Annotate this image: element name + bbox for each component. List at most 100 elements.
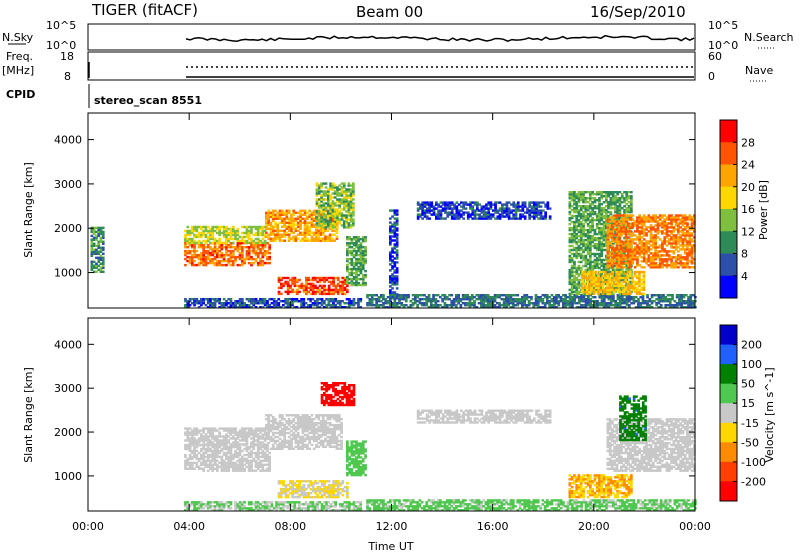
range-cell: [602, 294, 606, 297]
range-cell: [568, 306, 572, 309]
range-cell: [352, 302, 356, 305]
range-cell: [330, 290, 333, 294]
range-cell: [306, 217, 309, 220]
range-cell: [600, 207, 604, 210]
range-cell: [616, 298, 620, 301]
range-cell: [690, 222, 694, 225]
range-cell: [285, 227, 289, 230]
range-cell: [357, 244, 361, 247]
range-cell: [677, 226, 680, 229]
range-cell: [382, 306, 385, 309]
range-cell: [448, 207, 452, 210]
range-cell: [661, 214, 664, 217]
range-cell: [389, 259, 392, 262]
range-cell: [286, 290, 290, 294]
range-cell: [575, 306, 579, 309]
range-cell: [608, 236, 612, 239]
range-cell: [518, 302, 522, 305]
range-cell: [557, 304, 561, 307]
range-cell: [254, 225, 258, 229]
range-cell: [662, 300, 665, 303]
range-cell: [352, 300, 356, 303]
range-cell: [346, 253, 349, 257]
range-cell: [642, 234, 646, 237]
range-cell: [437, 213, 440, 216]
range-cell: [600, 191, 604, 194]
range-cell: [267, 233, 270, 236]
range-cell: [629, 262, 632, 265]
range-cell: [95, 226, 98, 230]
range-cell: [568, 296, 572, 299]
range-cell: [579, 199, 583, 202]
range-cell: [623, 210, 626, 214]
range-cell: [573, 278, 576, 282]
range-cell: [461, 294, 465, 297]
range-cell: [500, 294, 504, 297]
range-cell: [532, 215, 536, 218]
range-cell: [570, 264, 574, 268]
range-cell: [355, 267, 358, 271]
range-cell: [598, 296, 602, 299]
range-cell: [204, 229, 208, 233]
range-cell: [661, 224, 664, 227]
range-cell: [391, 275, 394, 278]
range-cell: [535, 213, 538, 216]
range-cell: [389, 269, 392, 272]
range-cell: [389, 285, 392, 288]
range-cell: [625, 193, 629, 196]
range-cell: [331, 184, 335, 187]
range-cell: [652, 236, 655, 239]
range-cell: [636, 222, 639, 225]
range-cell: [345, 190, 348, 193]
range-cell: [299, 217, 302, 220]
range-cell: [209, 259, 212, 263]
range-cell: [593, 306, 597, 309]
range-cell: [348, 302, 351, 305]
range-cell: [209, 247, 212, 251]
range-cell: [693, 240, 696, 243]
range-cell: [299, 225, 302, 228]
range-cell: [277, 290, 281, 294]
range-cell: [421, 213, 424, 216]
range-cell: [588, 274, 591, 278]
range-cell: [600, 203, 604, 206]
range-cell: [656, 224, 660, 227]
range-cell: [218, 231, 221, 235]
range-cell: [595, 214, 599, 218]
range-cell: [377, 298, 381, 301]
range-cell: [197, 302, 201, 305]
range-cell: [430, 203, 434, 206]
range-cell: [250, 237, 253, 241]
range-cell: [261, 227, 265, 231]
range-cell: [303, 235, 307, 238]
range-cell: [593, 262, 597, 266]
range-cell: [586, 238, 590, 242]
range-cell: [608, 234, 612, 237]
range-cell: [573, 266, 576, 270]
range-cell: [501, 215, 504, 218]
range-cell: [595, 205, 599, 208]
range-cell: [202, 239, 205, 243]
range-cell: [263, 241, 267, 245]
range-cell: [656, 222, 660, 225]
range-cell: [552, 306, 556, 309]
range-cell: [324, 216, 328, 219]
range-cell: [352, 275, 356, 279]
range-cell: [322, 210, 326, 213]
range-cell: [267, 221, 270, 224]
range-cell: [245, 304, 249, 307]
range-cell: [670, 214, 673, 217]
range-cell: [609, 244, 613, 248]
range-cell: [482, 294, 485, 297]
range-cell: [564, 302, 567, 305]
range-cell: [361, 267, 365, 271]
range-cell: [384, 302, 388, 305]
range-cell: [674, 248, 678, 251]
range-cell: [539, 211, 543, 214]
range-cell: [318, 292, 322, 296]
range-cell: [450, 302, 454, 305]
range-cell: [595, 248, 599, 252]
range-cell: [200, 227, 203, 231]
range-cell: [261, 261, 265, 265]
range-cell: [316, 300, 319, 303]
